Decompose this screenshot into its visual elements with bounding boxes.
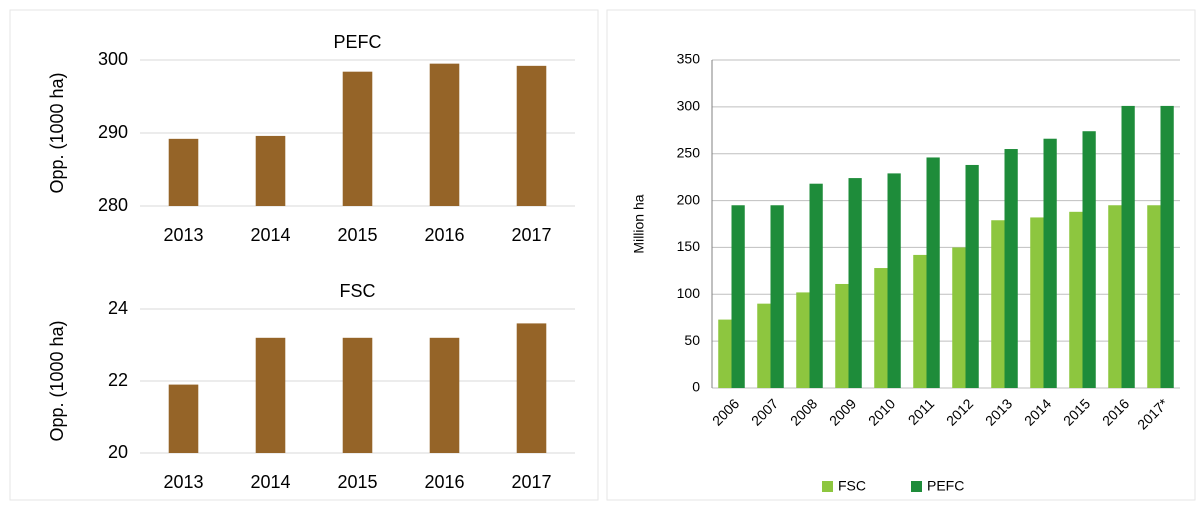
bar (168, 138, 199, 206)
chart-title: FSC (340, 281, 376, 301)
bar (809, 183, 823, 388)
y-tick-label: 20 (108, 442, 128, 462)
x-tick-label: 2016 (1099, 395, 1132, 428)
y-tick-label: 200 (677, 191, 701, 207)
bar (835, 283, 849, 388)
x-tick-label: 2014 (1021, 395, 1054, 428)
x-tick-label: 2017* (1134, 395, 1172, 433)
x-tick-label: 2016 (424, 225, 464, 245)
y-tick-label: 24 (108, 298, 128, 318)
bar (848, 178, 862, 388)
y-axis-label: Opp. (1000 ha) (47, 72, 67, 193)
x-tick-label: 2006 (709, 395, 742, 428)
bar (965, 164, 979, 388)
legend-swatch (911, 481, 922, 492)
right-panel (606, 9, 1196, 501)
x-tick-label: 2016 (424, 472, 464, 492)
bar (429, 63, 460, 207)
x-tick-label: 2009 (826, 395, 859, 428)
x-tick-label: 2017 (511, 472, 551, 492)
legend-swatch (822, 481, 833, 492)
x-tick-label: 2013 (982, 395, 1015, 428)
bar (770, 205, 784, 388)
bar (796, 292, 810, 388)
y-tick-label: 250 (677, 144, 701, 160)
bar (1004, 149, 1018, 388)
x-tick-label: 2012 (943, 395, 976, 428)
bar (718, 319, 732, 388)
x-tick-label: 2008 (787, 395, 820, 428)
bar (926, 157, 940, 388)
legend-label: FSC (838, 478, 866, 494)
bar (516, 323, 547, 453)
x-tick-label: 2015 (337, 225, 377, 245)
y-axis-label: Million ha (631, 194, 647, 253)
bar (255, 337, 286, 453)
y-tick-label: 22 (108, 370, 128, 390)
bar (952, 247, 966, 388)
bar (1082, 131, 1096, 389)
bar (874, 268, 888, 388)
y-tick-label: 0 (692, 379, 700, 395)
y-tick-label: 100 (677, 285, 701, 301)
y-tick-label: 300 (98, 49, 128, 69)
bar (1160, 105, 1174, 389)
bar (516, 65, 547, 206)
bar (168, 384, 199, 453)
y-tick-label: 300 (677, 98, 701, 114)
bar (1147, 205, 1161, 388)
x-tick-label: 2014 (250, 225, 290, 245)
y-tick-label: 50 (684, 332, 700, 348)
bar (1069, 211, 1083, 388)
chart-title: PEFC (333, 32, 381, 52)
x-tick-label: 2010 (865, 395, 898, 428)
bar (255, 135, 286, 206)
chart-pefc: PEFC Opp. (1000 ha) 280 290 300 2013 2014 2015 2… (47, 32, 575, 245)
bar (342, 71, 373, 207)
bar (1043, 138, 1057, 388)
bar (1121, 105, 1135, 389)
x-tick-label: 2011 (905, 395, 938, 428)
y-tick-label: 280 (98, 195, 128, 215)
bar (1030, 217, 1044, 388)
y-tick-label: 350 (677, 51, 701, 67)
y-tick-label: 290 (98, 122, 128, 142)
bar (342, 337, 373, 453)
bar (887, 173, 901, 388)
chart-fsc: FSC Opp. (1000 ha) 20 22 24 2013 2014 2015 2016 2… (47, 281, 575, 492)
left-panel (9, 9, 599, 501)
x-tick-label: 2013 (163, 472, 203, 492)
bar (913, 254, 927, 388)
legend-label: PEFC (927, 478, 964, 494)
x-tick-label: 2014 (250, 472, 290, 492)
y-tick-label: 150 (677, 238, 701, 254)
bar (731, 205, 745, 388)
x-tick-label: 2017 (511, 225, 551, 245)
x-tick-label: 2013 (163, 225, 203, 245)
bar (429, 337, 460, 453)
y-axis-label: Opp. (1000 ha) (47, 320, 67, 441)
bar (991, 220, 1005, 388)
bar (757, 303, 771, 388)
bar (1108, 205, 1122, 388)
x-tick-label: 2007 (748, 395, 781, 428)
x-tick-label: 2015 (1060, 395, 1093, 428)
x-tick-label: 2015 (337, 472, 377, 492)
